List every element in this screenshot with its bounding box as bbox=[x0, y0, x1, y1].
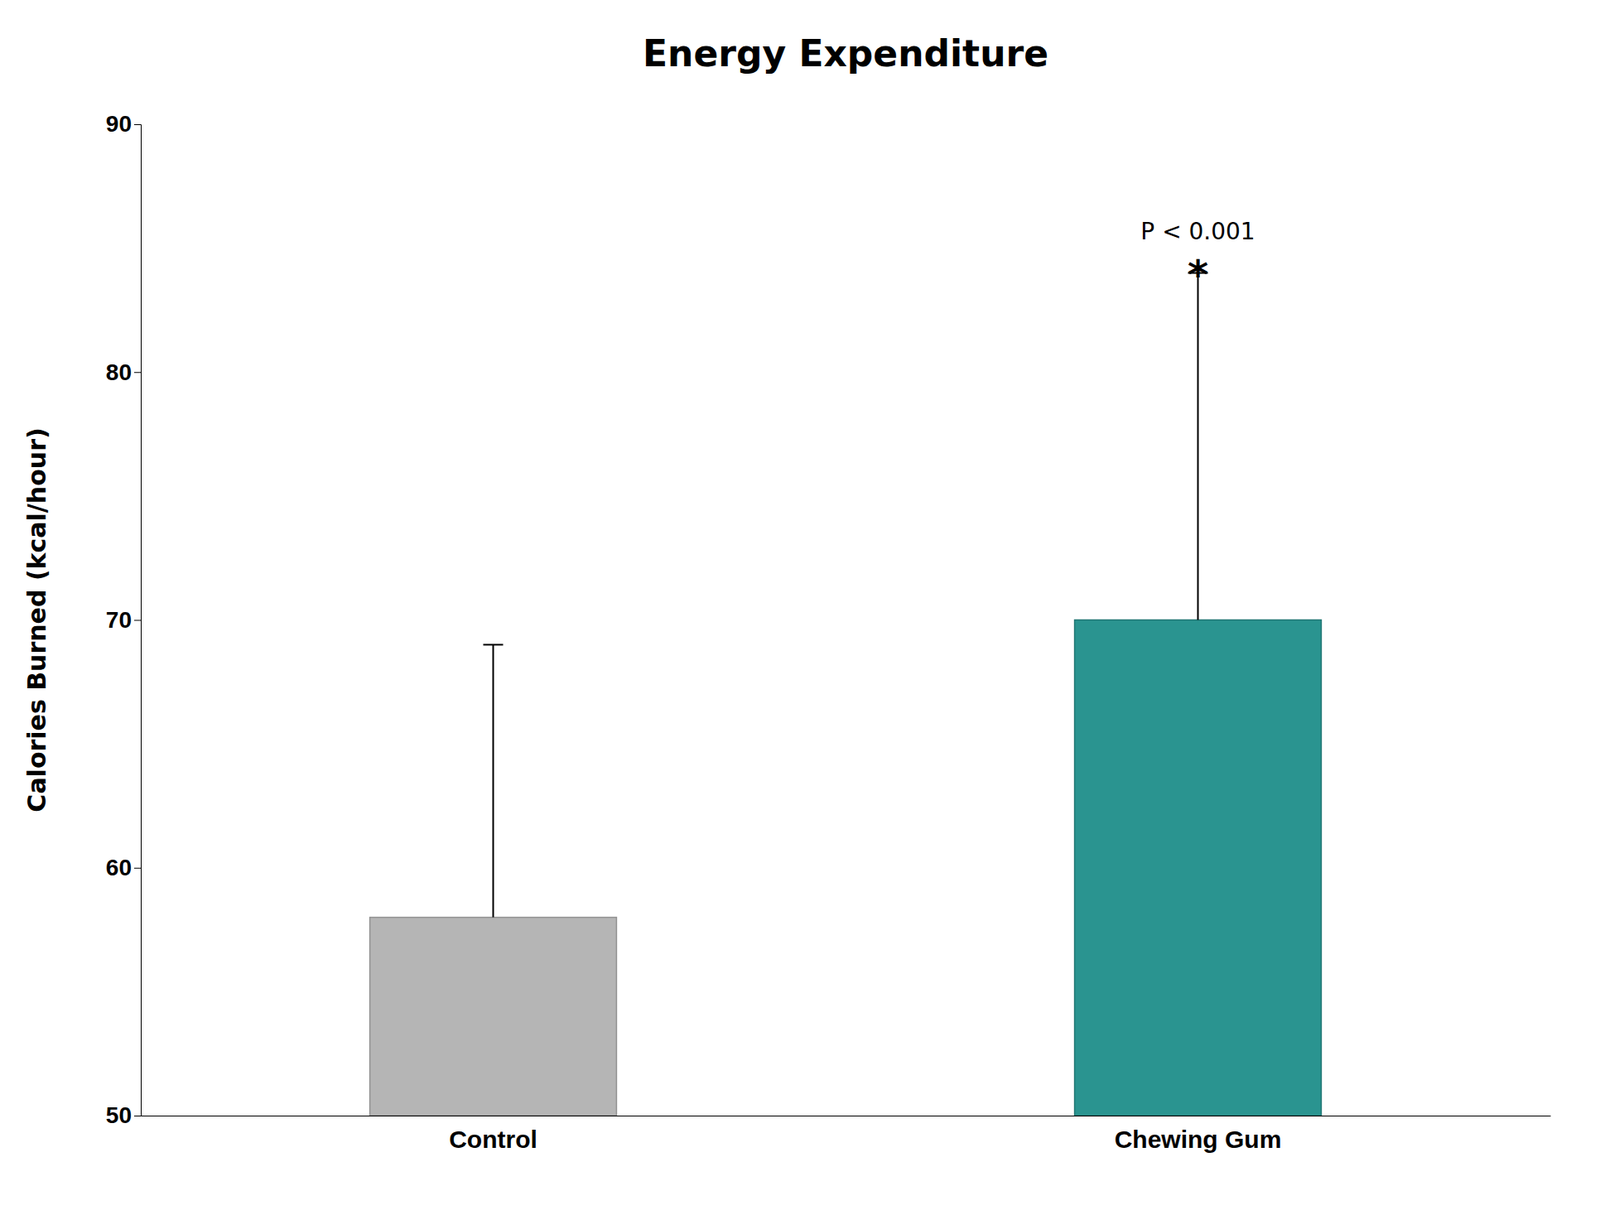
x-tick: Control bbox=[448, 1115, 538, 1153]
plot-area: 50 60 70 80 90 Control Chewing Gum * P < 0.001 bbox=[106, 110, 1552, 1153]
annotation: * bbox=[1187, 250, 1209, 298]
x-tick: Chewing Gum bbox=[1114, 1115, 1282, 1153]
y-tick-mark bbox=[134, 124, 141, 126]
x-tick-label: Chewing Gum bbox=[1114, 1125, 1282, 1153]
x-axis-line bbox=[141, 1115, 1552, 1117]
y-axis-label: Calories Burned (kcal/hour) bbox=[22, 427, 52, 812]
x-axis: Control Chewing Gum bbox=[141, 1115, 1552, 1153]
y-tick: 70 bbox=[106, 607, 141, 633]
chart-svg: 50 60 70 80 90 Control Chewing Gum * P < 0.001 En… bbox=[0, 0, 1600, 1215]
annotation: P < 0.001 bbox=[1140, 217, 1255, 246]
x-tick-label: Control bbox=[448, 1125, 538, 1153]
bar bbox=[1074, 620, 1322, 1117]
error-bar bbox=[492, 644, 495, 917]
y-axis-line bbox=[134, 125, 142, 1117]
marks bbox=[370, 273, 1322, 1116]
y-tick: 90 bbox=[106, 110, 141, 137]
y-tick: 80 bbox=[106, 359, 141, 386]
y-tick-label: 80 bbox=[106, 359, 132, 386]
title: Energy Expenditure bbox=[642, 32, 1049, 75]
chart-container: 50 60 70 80 90 Control Chewing Gum * P < 0.001 En… bbox=[0, 0, 1600, 1215]
error-bar bbox=[1197, 273, 1200, 621]
y-tick: 60 bbox=[106, 854, 141, 881]
y-tick-label: 50 bbox=[106, 1102, 132, 1128]
y-tick-mark bbox=[134, 867, 141, 869]
y-tick-label: 90 bbox=[106, 110, 132, 137]
y-tick-mark bbox=[134, 620, 141, 622]
y-tick: 50 bbox=[106, 1102, 141, 1128]
y-tick-mark bbox=[134, 1115, 141, 1117]
y-tick-mark bbox=[134, 371, 141, 373]
y-tick-label: 60 bbox=[106, 854, 132, 881]
bar bbox=[370, 917, 617, 1116]
y-axis: 50 60 70 80 90 bbox=[106, 110, 142, 1128]
error-cap bbox=[483, 643, 504, 646]
y-tick-label: 70 bbox=[106, 607, 132, 633]
